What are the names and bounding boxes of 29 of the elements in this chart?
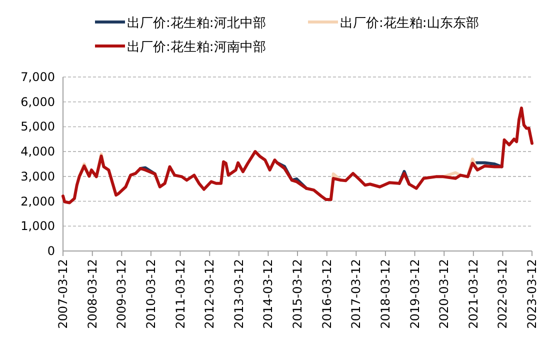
y-tick-label: 0 xyxy=(47,244,55,258)
x-tick-label: 2021-03-12 xyxy=(466,259,480,329)
x-tick-label: 2023-03-12 xyxy=(525,259,539,329)
x-tick-label: 2020-03-12 xyxy=(437,259,452,329)
legend-label: 出厂价:花生粕:山东东部 xyxy=(340,16,479,31)
y-tick-label: 7,000 xyxy=(20,70,55,84)
legend-label: 出厂价:花生粕:河北中部 xyxy=(127,16,266,31)
x-tick-label: 2016-03-12 xyxy=(320,259,334,329)
y-tick-label: 6,000 xyxy=(20,94,55,109)
x-tick-label: 2008-03-12 xyxy=(85,259,100,329)
x-tick-label: 2011-03-12 xyxy=(173,259,188,329)
legend-label: 出厂价:花生粕:河南中部 xyxy=(127,40,266,55)
x-tick-label: 2007-03-12 xyxy=(56,259,70,329)
x-tick-label: 2022-03-12 xyxy=(496,259,510,329)
y-tick-label: 5,000 xyxy=(20,120,55,134)
x-tick-label: 2010-03-12 xyxy=(144,259,158,329)
x-tick-label: 2014-03-12 xyxy=(261,259,276,329)
line-series xyxy=(62,106,534,204)
y-tick-label: 1,000 xyxy=(20,219,55,234)
x-tick-label: 2019-03-12 xyxy=(408,259,422,329)
x-tick-label: 2015-03-12 xyxy=(290,259,304,329)
x-tick-label: 2009-03-12 xyxy=(114,259,129,329)
y-tick-label: 2,000 xyxy=(20,194,55,208)
y-tick-label: 3,000 xyxy=(20,169,55,184)
x-tick-label: 2012-03-12 xyxy=(202,259,217,329)
x-tick-label: 2013-03-12 xyxy=(232,259,246,329)
x-tick-label: 2017-03-12 xyxy=(349,259,364,329)
x-tick-label: 2018-03-12 xyxy=(378,259,392,329)
y-tick-label: 4,000 xyxy=(20,144,55,159)
